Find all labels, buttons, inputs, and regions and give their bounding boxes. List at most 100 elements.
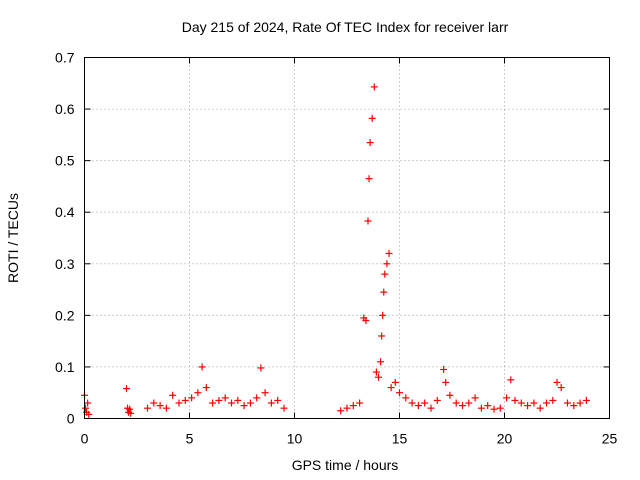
data-point [459,402,466,410]
data-point [181,396,189,404]
data-point [408,399,416,407]
y-tick-label: 0.4 [55,204,75,220]
data-point [557,384,565,392]
data-point [530,399,538,407]
data-point [490,405,498,413]
data-point [156,402,164,410]
data-point [127,409,135,417]
data-point [402,394,410,402]
data-point [380,288,388,296]
x-tick-label: 5 [186,431,194,447]
data-point [576,399,584,407]
data-point [356,399,364,407]
data-point [194,389,202,397]
data-point [228,399,235,407]
data-point [496,404,504,412]
data-point [257,364,265,372]
data-point [517,399,525,407]
data-point [477,404,485,412]
data-point [414,402,422,410]
data-point [427,404,435,412]
data-point [387,384,395,392]
data-point [385,249,393,257]
data-point [536,404,544,412]
plot-frame [84,57,610,419]
data-point [209,399,217,407]
data-point [372,368,380,376]
data-point [543,399,550,407]
data-point [378,332,386,340]
data-point [349,402,357,410]
data-point [84,399,92,407]
data-point [150,399,158,407]
data-point [377,358,385,366]
data-point [274,396,282,404]
data-point [396,389,403,397]
x-tick-label: 0 [81,431,89,447]
grid-lines [84,57,610,419]
data-point [442,378,450,386]
y-tick-label: 0.3 [55,256,75,272]
data-point [188,394,196,402]
data-point [365,175,373,183]
y-tick-label: 0.2 [55,307,75,323]
x-tick-label: 15 [392,431,408,447]
data-point [484,402,492,410]
data-point [169,391,177,399]
data-point [421,399,429,407]
x-tick-labels: 0 5 10 15 20 25 [81,431,618,447]
data-point [234,396,242,404]
y-tick-labels: 0 0.1 0.2 0.3 0.4 0.5 0.6 0.7 [55,50,75,427]
data-point [471,394,479,402]
x-tick-label: 20 [497,431,513,447]
data-point [267,399,275,407]
data-point [524,402,532,410]
y-tick-label: 0.1 [55,359,75,375]
data-point [391,378,399,386]
data-point [375,373,382,381]
data-point [221,394,229,402]
data-point [253,394,261,402]
y-axis-label: ROTI / TECUs [5,193,21,283]
data-point [381,270,389,278]
data-point [383,260,391,268]
data-point [503,394,511,402]
data-point [144,404,151,412]
data-point [440,366,448,374]
data-point [280,404,288,412]
data-point [175,399,183,407]
data-point [240,402,248,410]
data-point [337,407,345,415]
data-point [511,396,519,404]
y-tick-label: 0.5 [55,153,75,169]
data-point [246,399,254,407]
data-point [553,378,561,386]
x-axis-label: GPS time / hours [292,457,399,473]
data-point [123,385,130,393]
data-point [370,83,378,91]
x-tick-label: 25 [602,431,618,447]
data-point [379,311,387,319]
data-point [202,384,210,392]
data-point [162,404,170,412]
data-point [126,405,134,413]
data-point [446,391,454,399]
data-point [215,396,223,404]
data-point [85,410,93,418]
data-point [368,114,376,122]
data-point [507,376,515,384]
y-tick-label: 0 [67,411,75,427]
data-point [570,402,578,410]
x-tick-label: 10 [287,431,303,447]
y-tick-label: 0.6 [55,101,75,117]
data-point [82,404,90,412]
data-point [343,404,351,412]
data-point [364,217,372,225]
data-point [362,317,370,325]
data-points [81,83,590,418]
data-point [564,399,571,407]
data-point [549,396,557,404]
data-point [433,396,441,404]
chart-title: Day 215 of 2024, Rate Of TEC Index for r… [182,19,509,35]
